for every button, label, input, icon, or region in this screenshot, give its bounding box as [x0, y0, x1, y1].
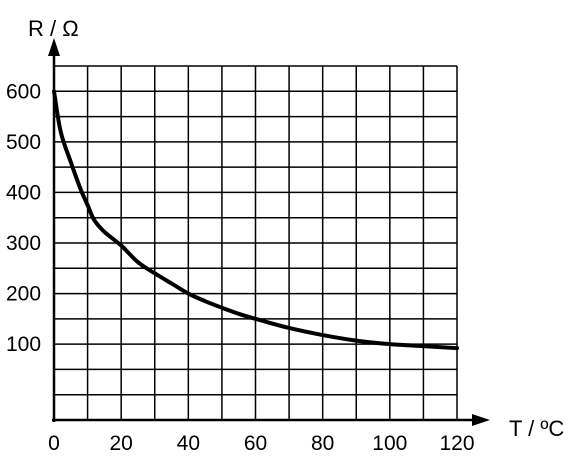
series-layer: [52, 89, 459, 351]
x-tick-label: 80: [311, 432, 334, 455]
y-axis-label: R / Ω: [28, 16, 79, 41]
x-axis-arrow: [472, 414, 490, 426]
x-tick-label: 20: [109, 432, 132, 455]
y-tick-label: 300: [6, 232, 41, 255]
y-tick-label: 500: [6, 131, 41, 154]
y-tick-label: 100: [6, 333, 41, 356]
y-tick-label: 400: [6, 181, 41, 204]
axes: [48, 38, 490, 426]
x-tick-label: 100: [372, 432, 407, 455]
y-tick-label: 600: [6, 80, 41, 103]
x-tick-label: 0: [48, 432, 60, 455]
x-tick-label: 120: [439, 432, 474, 455]
x-tick-label: 60: [244, 432, 267, 455]
y-tick-label: 200: [6, 283, 41, 306]
x-axis-label: T / ºC: [509, 416, 564, 441]
x-tick-label: 40: [177, 432, 200, 455]
y-axis-arrow: [48, 38, 60, 56]
grid: [54, 65, 458, 420]
tick-labels: 0 20 40 60 80 100 120 100 200 300 400 500 600: [6, 80, 475, 455]
resistance-curve: [52, 89, 459, 351]
